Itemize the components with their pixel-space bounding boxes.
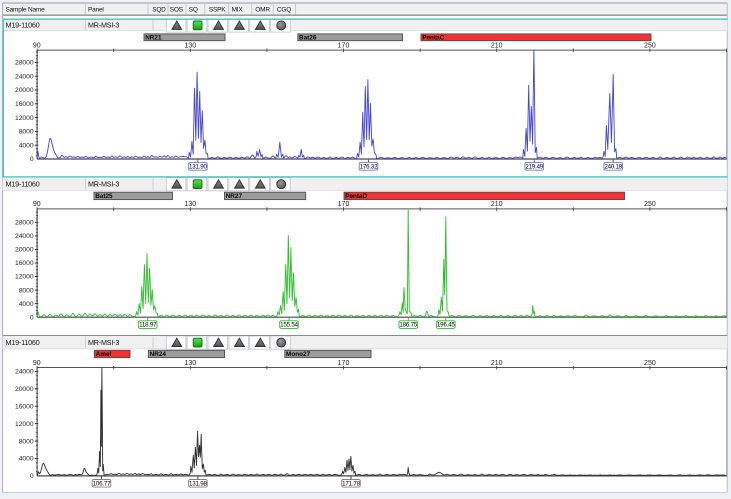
svg-text:210: 210 (491, 43, 503, 50)
svg-text:131.98: 131.98 (189, 480, 207, 487)
svg-text:M19-11060: M19-11060 (6, 179, 40, 188)
svg-text:8000: 8000 (19, 287, 34, 294)
svg-text:0: 0 (30, 473, 34, 480)
svg-text:OMR: OMR (255, 7, 270, 14)
svg-text:16000: 16000 (15, 260, 34, 267)
svg-text:MIX: MIX (232, 7, 244, 14)
svg-text:131.90: 131.90 (189, 163, 207, 170)
svg-text:90: 90 (33, 360, 41, 367)
svg-text:Mono27: Mono27 (286, 351, 311, 358)
svg-text:24000: 24000 (15, 73, 34, 80)
svg-text:24000: 24000 (15, 233, 34, 240)
svg-text:Bat25: Bat25 (95, 193, 113, 200)
svg-text:PentaC: PentaC (422, 34, 444, 41)
svg-text:NR21: NR21 (145, 34, 162, 41)
svg-text:0: 0 (30, 314, 34, 321)
svg-text:210: 210 (491, 360, 503, 367)
svg-text:250: 250 (644, 43, 656, 50)
svg-text:12000: 12000 (15, 115, 34, 122)
svg-text:0: 0 (30, 156, 34, 163)
svg-text:130: 130 (184, 201, 196, 208)
svg-text:SSPK: SSPK (209, 7, 226, 14)
svg-text:MR-MSI-3: MR-MSI-3 (88, 21, 119, 30)
svg-text:MR-MSI-3: MR-MSI-3 (88, 338, 119, 347)
svg-text:250: 250 (644, 201, 656, 208)
svg-text:4000: 4000 (19, 142, 34, 149)
svg-text:12000: 12000 (15, 421, 34, 428)
svg-text:219.49: 219.49 (525, 163, 543, 170)
svg-text:106.77: 106.77 (93, 480, 111, 487)
svg-text:Amel: Amel (96, 351, 112, 358)
svg-text:250: 250 (644, 360, 656, 367)
svg-text:4000: 4000 (19, 301, 34, 308)
svg-text:90: 90 (33, 43, 41, 50)
svg-text:Sample Name: Sample Name (6, 7, 46, 14)
svg-text:12000: 12000 (15, 274, 34, 281)
svg-text:20000: 20000 (15, 386, 34, 393)
svg-text:28000: 28000 (15, 60, 34, 67)
svg-text:20000: 20000 (15, 247, 34, 254)
svg-text:M19-11060: M19-11060 (6, 338, 40, 347)
svg-text:240.18: 240.18 (604, 163, 622, 170)
svg-text:130: 130 (184, 360, 196, 367)
svg-text:170: 170 (338, 360, 350, 367)
svg-text:186.75: 186.75 (399, 322, 417, 329)
svg-text:CGQ: CGQ (277, 7, 291, 14)
svg-text:24000: 24000 (15, 369, 34, 376)
svg-text:170: 170 (338, 43, 350, 50)
svg-text:118.97: 118.97 (139, 322, 157, 329)
svg-text:8000: 8000 (19, 438, 34, 445)
svg-text:NR27: NR27 (226, 193, 243, 200)
svg-text:M19-11060: M19-11060 (6, 21, 40, 30)
svg-text:8000: 8000 (19, 129, 34, 136)
svg-text:PentaD: PentaD (345, 193, 367, 200)
svg-text:SQD: SQD (152, 7, 166, 14)
svg-text:20000: 20000 (15, 87, 34, 94)
svg-text:16000: 16000 (15, 101, 34, 108)
svg-text:SOS: SOS (170, 7, 184, 14)
svg-text:155.54: 155.54 (280, 322, 298, 329)
svg-text:90: 90 (33, 201, 41, 208)
svg-text:196.45: 196.45 (437, 322, 455, 329)
svg-text:Panel: Panel (88, 7, 104, 14)
svg-text:4000: 4000 (19, 456, 34, 463)
svg-text:Bat26: Bat26 (299, 34, 317, 41)
svg-text:28000: 28000 (15, 220, 34, 227)
svg-text:SQ: SQ (189, 7, 198, 14)
svg-text:130: 130 (184, 43, 196, 50)
svg-text:MR-MSI-3: MR-MSI-3 (88, 179, 119, 188)
svg-text:170: 170 (338, 201, 350, 208)
svg-text:NR24: NR24 (150, 351, 167, 358)
svg-text:16000: 16000 (15, 403, 34, 410)
svg-text:171.78: 171.78 (342, 480, 360, 487)
svg-text:210: 210 (491, 201, 503, 208)
svg-text:176.32: 176.32 (360, 163, 378, 170)
